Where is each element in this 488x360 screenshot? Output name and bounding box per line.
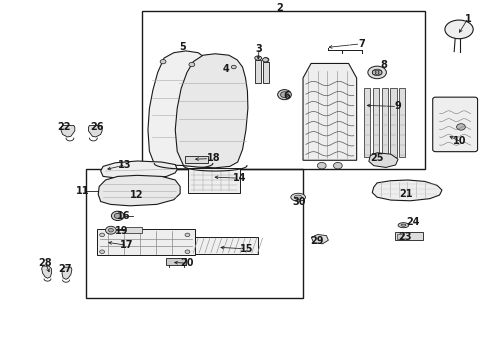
- Polygon shape: [372, 87, 378, 157]
- Polygon shape: [98, 175, 180, 206]
- Text: 5: 5: [179, 42, 185, 52]
- Text: 25: 25: [369, 153, 383, 163]
- Polygon shape: [61, 126, 75, 137]
- Ellipse shape: [114, 213, 121, 219]
- Ellipse shape: [397, 223, 408, 228]
- Polygon shape: [148, 51, 216, 166]
- Ellipse shape: [290, 193, 305, 201]
- Ellipse shape: [100, 233, 104, 237]
- Text: 8: 8: [379, 60, 386, 70]
- Text: 27: 27: [58, 264, 72, 274]
- Text: 20: 20: [180, 258, 193, 268]
- Polygon shape: [303, 63, 356, 160]
- Bar: [394, 232, 422, 240]
- Bar: [262, 62, 268, 83]
- Polygon shape: [101, 161, 177, 179]
- Polygon shape: [368, 153, 397, 167]
- Text: 18: 18: [206, 153, 220, 163]
- Ellipse shape: [367, 66, 386, 79]
- Ellipse shape: [262, 58, 268, 62]
- Ellipse shape: [371, 69, 381, 76]
- Text: 22: 22: [57, 122, 71, 132]
- Text: 15: 15: [240, 244, 253, 254]
- Ellipse shape: [317, 162, 325, 169]
- Text: 9: 9: [394, 102, 401, 112]
- Text: 11: 11: [76, 186, 89, 197]
- Bar: [396, 234, 401, 239]
- Ellipse shape: [188, 62, 194, 67]
- Polygon shape: [88, 126, 102, 137]
- Polygon shape: [389, 87, 396, 157]
- Bar: [166, 258, 185, 265]
- Text: 16: 16: [117, 211, 130, 221]
- Polygon shape: [41, 266, 51, 278]
- Ellipse shape: [333, 162, 342, 169]
- Text: 19: 19: [115, 226, 128, 236]
- Bar: [184, 156, 208, 163]
- Ellipse shape: [263, 58, 268, 62]
- Bar: [255, 60, 261, 83]
- Text: 10: 10: [452, 136, 466, 146]
- Bar: [97, 229, 194, 255]
- Ellipse shape: [105, 226, 116, 234]
- Ellipse shape: [111, 211, 124, 221]
- Text: 2: 2: [276, 3, 283, 13]
- Polygon shape: [363, 87, 369, 157]
- Text: 14: 14: [232, 173, 246, 183]
- Ellipse shape: [108, 228, 113, 232]
- Ellipse shape: [400, 224, 405, 226]
- Text: 28: 28: [39, 258, 52, 268]
- Ellipse shape: [160, 59, 165, 64]
- Text: 3: 3: [255, 44, 262, 54]
- Polygon shape: [398, 87, 405, 157]
- Ellipse shape: [231, 65, 236, 69]
- Ellipse shape: [444, 20, 472, 39]
- Ellipse shape: [202, 62, 206, 65]
- Bar: [86, 169, 303, 298]
- FancyBboxPatch shape: [432, 97, 477, 152]
- Text: 6: 6: [283, 91, 290, 101]
- Text: 23: 23: [398, 232, 411, 242]
- Bar: [125, 227, 142, 233]
- Ellipse shape: [456, 124, 465, 130]
- Text: 29: 29: [309, 236, 323, 246]
- Bar: [188, 168, 239, 193]
- Text: 1: 1: [464, 14, 470, 24]
- Polygon shape: [62, 267, 72, 279]
- Ellipse shape: [184, 250, 189, 253]
- Text: 17: 17: [120, 240, 133, 250]
- Text: 12: 12: [129, 190, 142, 200]
- Text: 4: 4: [222, 64, 229, 74]
- Ellipse shape: [294, 195, 302, 199]
- Ellipse shape: [280, 92, 288, 98]
- Polygon shape: [381, 87, 387, 157]
- Text: 30: 30: [292, 197, 305, 207]
- Text: 26: 26: [90, 122, 104, 132]
- Ellipse shape: [184, 233, 189, 237]
- Text: 7: 7: [357, 39, 364, 49]
- Polygon shape: [371, 180, 441, 201]
- Text: 13: 13: [118, 160, 131, 170]
- Ellipse shape: [100, 250, 104, 253]
- Ellipse shape: [254, 56, 261, 60]
- Text: 21: 21: [399, 189, 412, 199]
- Bar: [142, 12, 424, 169]
- Polygon shape: [175, 54, 247, 168]
- Text: 24: 24: [405, 217, 419, 227]
- Polygon shape: [311, 234, 328, 244]
- Ellipse shape: [277, 90, 291, 100]
- Bar: [193, 237, 257, 253]
